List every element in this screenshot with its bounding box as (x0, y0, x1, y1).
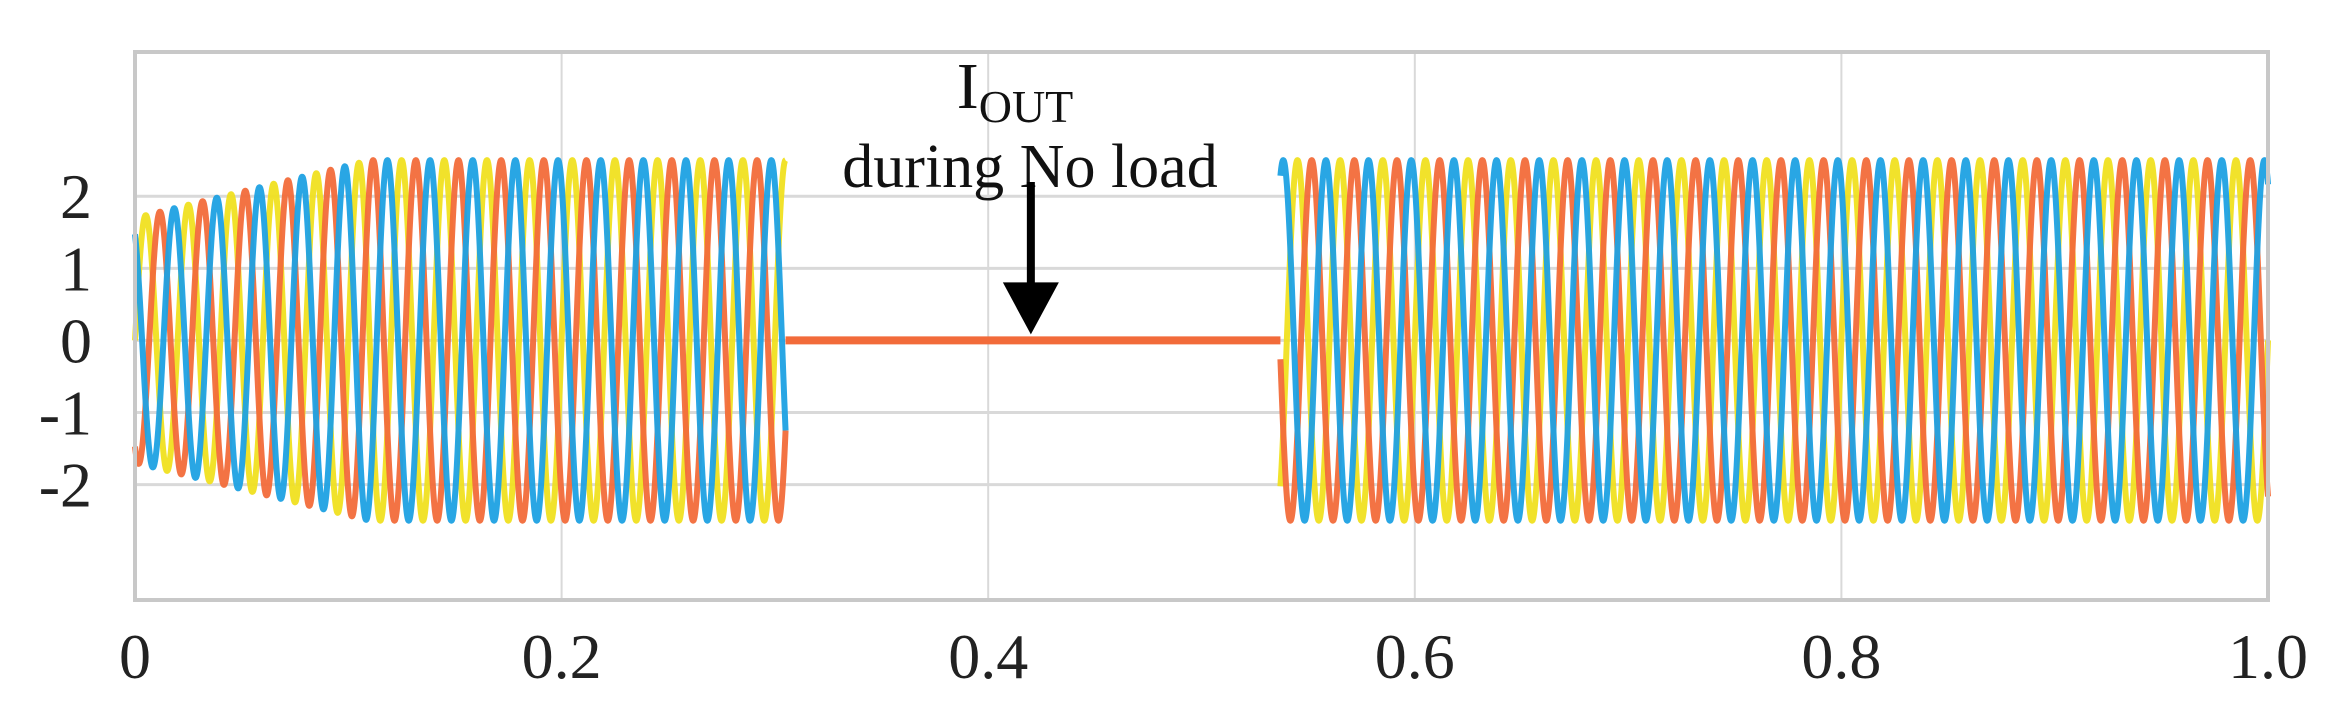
x-tick-label-0: 0 (119, 621, 151, 692)
y-tick-label-1: 1 (60, 233, 92, 304)
x-tick-label-3: 0.6 (1375, 621, 1455, 692)
annotation-arrow-head (1002, 282, 1059, 335)
y-tick-label-0: 2 (60, 161, 92, 232)
y-tick-label-4: -2 (39, 450, 92, 521)
y-tick-label-3: -1 (39, 378, 92, 449)
x-tick-label-5: 1.0 (2228, 621, 2308, 692)
x-tick-label-2: 0.4 (948, 621, 1028, 692)
y-tick-label-2: 0 (60, 305, 92, 376)
annotation: IOUT during No load (842, 50, 1218, 335)
x-tick-label-4: 0.8 (1801, 621, 1881, 692)
annotation-main: I (957, 50, 979, 123)
plot-frame (133, 50, 2270, 602)
plot-series (132, 157, 2271, 524)
annotation-subscript: OUT (979, 81, 1074, 132)
annotation-iout: IOUT (957, 50, 1074, 132)
series-line-phase-3 (132, 157, 2271, 524)
series-line-phase-2 (132, 157, 2271, 524)
x-tick-label-1: 0.2 (522, 621, 602, 692)
